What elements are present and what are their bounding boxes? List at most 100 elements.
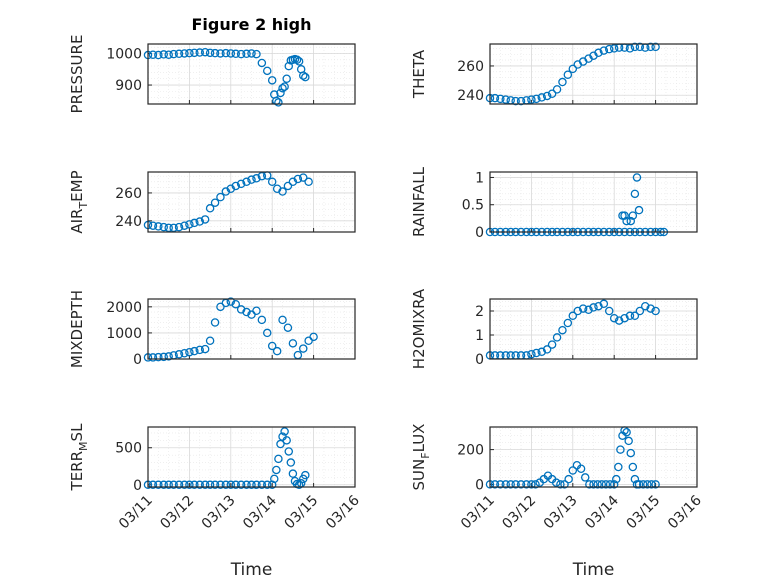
data-point — [190, 218, 199, 228]
data-point — [634, 205, 644, 215]
panel-7: 0 500 TERRMSL 03/11 03/12 03/13 03/14 03/15 03/1… — [68, 423, 363, 580]
y-tick-label: 900 — [115, 78, 142, 94]
y-tick-label: 260 — [115, 186, 142, 202]
y-axis-label: AIRTEMP — [68, 170, 90, 233]
data-point — [532, 94, 541, 104]
y-tick-label: 1 — [475, 170, 484, 186]
data-point — [506, 480, 515, 489]
y-axis-label: H2OMIXRA — [410, 288, 428, 369]
data-point — [601, 480, 611, 489]
data-point — [568, 466, 578, 475]
data-point — [231, 49, 241, 59]
data-point — [568, 311, 578, 321]
data-point — [609, 313, 619, 323]
data-point — [195, 217, 204, 226]
data-point — [624, 436, 633, 446]
data-point — [597, 480, 607, 489]
data-point — [301, 470, 310, 480]
series-1 — [143, 427, 310, 490]
data-point — [288, 469, 298, 478]
data-point — [216, 192, 225, 202]
data-point — [641, 301, 650, 311]
data-point — [278, 187, 287, 196]
data-point — [154, 50, 163, 60]
data-point — [216, 480, 225, 490]
data-point — [625, 311, 635, 321]
data-point — [226, 297, 236, 306]
x-tick-label: 03/13 — [199, 493, 239, 533]
data-point — [174, 49, 184, 59]
data-point — [280, 427, 289, 436]
data-point — [284, 61, 294, 71]
data-point — [236, 49, 246, 59]
x-tick-label: 03/12 — [499, 493, 539, 533]
data-point — [282, 436, 291, 445]
y-tick-label: 0 — [475, 225, 484, 241]
data-point — [231, 299, 241, 309]
data-point — [267, 177, 277, 187]
data-point — [210, 480, 220, 490]
data-point — [564, 474, 573, 484]
data-point — [221, 480, 231, 490]
panel-4: 0 0.5 1 RAINFALL — [410, 166, 698, 241]
data-point — [169, 480, 178, 490]
data-point — [626, 448, 636, 458]
panel-8: 0 200 SUNFLUX 03/11 03/12 03/13 03/14 03/15 03/1… — [410, 424, 705, 580]
data-point — [599, 46, 609, 55]
data-point — [148, 480, 158, 490]
y-axis-label: SUNFLUX — [410, 424, 432, 491]
data-point — [276, 88, 285, 98]
x-tick-label: 03/11 — [116, 493, 156, 533]
data-point — [270, 474, 279, 484]
data-point — [516, 96, 526, 106]
data-point — [628, 462, 638, 472]
x-tick-label: 03/14 — [240, 492, 280, 532]
y-tick-label: 0 — [133, 352, 142, 368]
data-point — [200, 480, 210, 490]
data-point — [501, 480, 510, 489]
data-point — [195, 480, 204, 490]
series-1 — [143, 297, 318, 362]
data-point — [647, 480, 656, 489]
data-point — [542, 91, 552, 101]
data-point — [154, 352, 163, 362]
data-point — [511, 480, 520, 489]
data-point — [252, 49, 261, 59]
data-point — [609, 44, 619, 53]
data-point — [159, 480, 168, 490]
data-point — [169, 49, 178, 59]
data-point — [527, 480, 536, 489]
data-point — [558, 325, 567, 335]
data-point — [283, 181, 293, 191]
data-point — [584, 305, 593, 315]
data-point — [164, 50, 173, 59]
data-point — [558, 77, 567, 87]
data-point — [599, 299, 609, 309]
data-point — [210, 198, 220, 207]
data-point — [286, 458, 296, 467]
data-point — [257, 58, 267, 68]
data-point — [262, 328, 272, 338]
data-point — [242, 177, 251, 187]
data-point — [236, 179, 246, 189]
x-axis-label: Time — [572, 560, 615, 580]
data-point — [257, 315, 267, 325]
data-point — [210, 318, 220, 327]
y-tick-label: 1000 — [106, 326, 142, 342]
data-point — [252, 306, 261, 315]
data-point — [200, 47, 210, 57]
panel-6: 0 1 2 H2OMIXRA — [410, 288, 698, 369]
data-point — [231, 480, 241, 490]
data-point — [272, 346, 282, 356]
data-point — [180, 480, 189, 490]
data-point — [618, 211, 627, 220]
data-point — [148, 50, 158, 59]
data-point — [628, 211, 638, 220]
data-point — [210, 48, 220, 58]
data-point — [148, 221, 158, 230]
data-point — [274, 98, 283, 107]
data-point — [516, 480, 526, 489]
data-point — [593, 480, 602, 489]
data-point — [651, 42, 660, 52]
